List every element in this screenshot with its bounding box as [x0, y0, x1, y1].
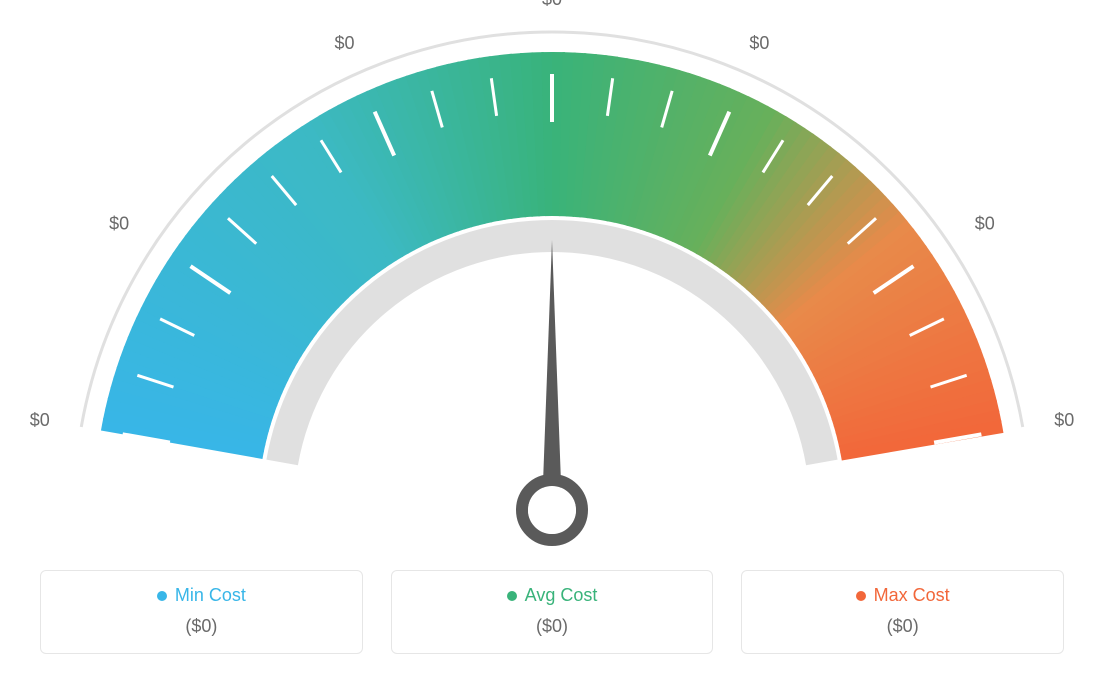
legend-dot-min [157, 591, 167, 601]
gauge-tick-label: $0 [542, 0, 562, 9]
gauge-tick-label: $0 [335, 33, 355, 53]
legend-title-avg: Avg Cost [507, 585, 598, 606]
legend-label-max: Max Cost [874, 585, 950, 606]
legend-title-min: Min Cost [157, 585, 246, 606]
gauge-tick-label: $0 [109, 214, 129, 234]
legend-title-max: Max Cost [856, 585, 950, 606]
legend-value-min: ($0) [51, 616, 352, 637]
legend-label-min: Min Cost [175, 585, 246, 606]
gauge-chart: $0 $0 $0 $0 $0 $0 $0 [0, 0, 1104, 560]
gauge-tick-label: $0 [749, 33, 769, 53]
gauge-svg: $0 $0 $0 $0 $0 $0 $0 [0, 0, 1104, 560]
legend-label-avg: Avg Cost [525, 585, 598, 606]
gauge-tick-label: $0 [30, 410, 50, 430]
legend-dot-max [856, 591, 866, 601]
legend-value-max: ($0) [752, 616, 1053, 637]
gauge-needle [542, 240, 562, 510]
legend-row: Min Cost ($0) Avg Cost ($0) Max Cost ($0… [0, 560, 1104, 654]
legend-value-avg: ($0) [402, 616, 703, 637]
legend-card-max: Max Cost ($0) [741, 570, 1064, 654]
gauge-hub-fill [528, 486, 576, 534]
legend-card-min: Min Cost ($0) [40, 570, 363, 654]
gauge-tick-label: $0 [975, 214, 995, 234]
legend-card-avg: Avg Cost ($0) [391, 570, 714, 654]
legend-dot-avg [507, 591, 517, 601]
gauge-tick-label: $0 [1054, 410, 1074, 430]
